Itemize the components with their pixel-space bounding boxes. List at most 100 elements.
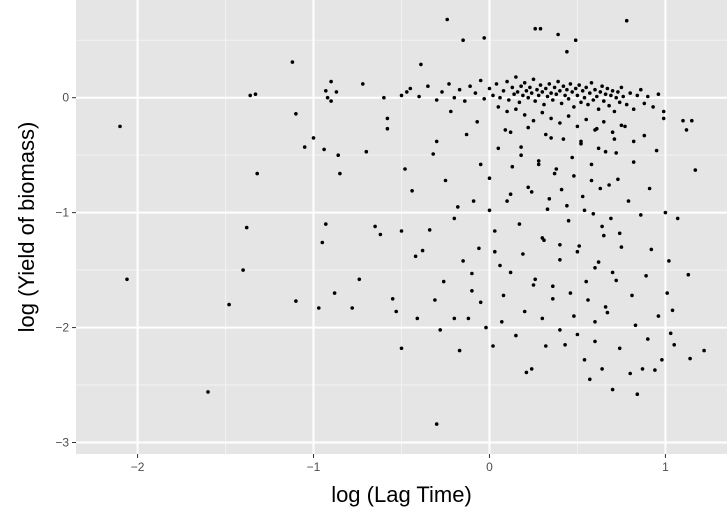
scatter-point — [382, 95, 386, 100]
scatter-point — [596, 260, 601, 264]
scatter-point — [514, 75, 518, 79]
scatter-point — [529, 367, 534, 371]
scatter-point — [549, 91, 553, 95]
scatter-point — [551, 98, 555, 102]
scatter-point — [510, 164, 515, 169]
scatter-point — [415, 316, 420, 321]
scatter-point — [477, 246, 481, 251]
scatter-point — [324, 89, 328, 93]
scatter-point — [519, 153, 523, 157]
scatter-point — [487, 86, 492, 91]
y-tick-label: −1 — [55, 206, 69, 220]
scatter-point — [656, 314, 661, 318]
scatter-point — [646, 337, 650, 341]
scatter-point — [505, 79, 509, 84]
scatter-point — [478, 78, 483, 83]
scatter-point — [526, 125, 530, 130]
scatter-point — [603, 149, 608, 154]
scatter-point — [600, 224, 604, 229]
scatter-point — [508, 130, 513, 134]
scatter-point — [498, 95, 502, 100]
scatter-point — [547, 82, 552, 86]
scatter-point — [390, 297, 395, 301]
scatter-point — [529, 91, 534, 95]
x-tick-label: −2 — [131, 460, 145, 474]
scatter-point — [663, 210, 668, 215]
scatter-point — [631, 139, 636, 144]
scatter-point — [561, 84, 566, 88]
scatter-point — [505, 199, 509, 203]
scatter-point — [635, 392, 640, 397]
major-gridlines — [76, 0, 727, 454]
scatter-point — [612, 137, 617, 141]
scatter-point — [554, 92, 559, 96]
scatter-point — [322, 147, 326, 152]
scatter-point — [589, 162, 594, 167]
scatter-point — [329, 99, 333, 103]
scatter-point — [544, 86, 548, 91]
scatter-point — [457, 348, 462, 353]
scatter-point — [336, 153, 341, 157]
scatter-point — [494, 82, 499, 86]
scatter-point — [614, 95, 618, 100]
scatter-point — [526, 95, 530, 100]
scatter-point — [670, 308, 675, 313]
scatter-point — [575, 249, 580, 254]
scatter-point — [572, 105, 576, 109]
scatter-point — [593, 266, 597, 270]
scatter-point — [582, 208, 587, 213]
scatter-point — [461, 38, 465, 42]
scatter-point — [478, 300, 483, 305]
scatter-point — [540, 236, 545, 240]
scatter-point — [487, 176, 492, 180]
scatter-point — [434, 139, 439, 144]
scatter-point — [519, 84, 523, 88]
scatter-point — [125, 277, 129, 282]
scatter-point — [482, 36, 487, 40]
scatter-point — [660, 358, 664, 362]
scatter-point — [385, 116, 390, 121]
scatter-point — [577, 244, 581, 248]
scatter-point — [575, 93, 580, 98]
scatter-point — [434, 98, 439, 102]
scatter-point — [329, 79, 333, 84]
scatter-point — [600, 367, 604, 371]
scatter-point — [675, 216, 680, 221]
scatter-point — [591, 212, 596, 216]
scatter-point — [529, 190, 534, 194]
scatter-point — [602, 120, 606, 124]
scatter-point — [536, 162, 541, 167]
scatter-point — [452, 216, 457, 221]
scatter-point — [373, 224, 377, 229]
scatter-point — [533, 99, 537, 103]
scatter-point — [487, 208, 492, 213]
scatter-point — [449, 109, 453, 114]
scatter-point — [545, 94, 550, 99]
scatter-point — [317, 306, 321, 310]
scatter-point — [624, 18, 629, 23]
scatter-point — [561, 137, 566, 141]
scatter-point — [693, 168, 698, 172]
scatter-point — [572, 314, 576, 318]
scatter-point — [334, 90, 339, 94]
scatter-point — [535, 87, 539, 92]
scatter-point — [556, 79, 560, 84]
scatter-point — [649, 247, 654, 252]
scatter-point — [651, 105, 655, 109]
scatter-point — [324, 222, 328, 226]
scatter-point — [496, 105, 501, 109]
scatter-point — [521, 252, 525, 256]
scatter-point — [542, 102, 546, 107]
scatter-point — [461, 259, 465, 263]
scatter-point — [602, 233, 606, 238]
scatter-point — [602, 99, 606, 103]
scatter-point — [586, 298, 590, 302]
scatter-point — [447, 82, 451, 86]
scatter-point — [596, 146, 601, 151]
scatter-point — [533, 26, 537, 31]
scatter-point — [549, 116, 553, 121]
scatter-point — [350, 306, 355, 310]
scatter-point — [654, 148, 659, 153]
scatter-point — [403, 167, 407, 171]
scatter-point — [508, 270, 513, 275]
